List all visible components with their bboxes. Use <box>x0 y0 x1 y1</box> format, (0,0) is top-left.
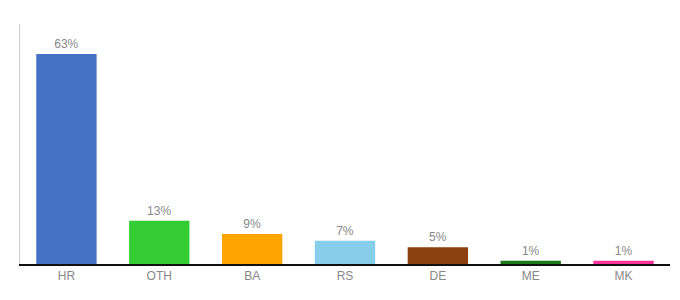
svg-text:13%: 13% <box>147 204 171 218</box>
svg-text:OTH: OTH <box>147 269 172 283</box>
svg-text:MK: MK <box>615 269 633 283</box>
svg-text:7%: 7% <box>336 224 354 238</box>
svg-text:HR: HR <box>58 269 76 283</box>
svg-text:1%: 1% <box>522 244 540 258</box>
svg-text:RS: RS <box>337 269 354 283</box>
svg-text:63%: 63% <box>54 37 78 51</box>
svg-text:1%: 1% <box>615 244 633 258</box>
svg-text:9%: 9% <box>243 217 261 231</box>
svg-text:5%: 5% <box>429 230 447 244</box>
svg-text:BA: BA <box>244 269 260 283</box>
svg-text:ME: ME <box>522 269 540 283</box>
svg-text:DE: DE <box>430 269 447 283</box>
